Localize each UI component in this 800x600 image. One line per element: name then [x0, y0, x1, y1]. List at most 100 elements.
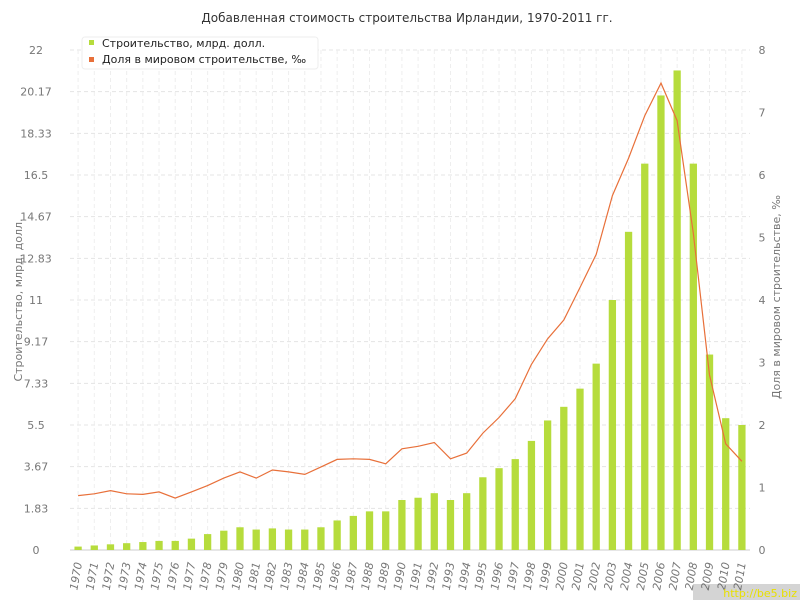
x-tick-label: 1996 [488, 561, 506, 591]
x-tick-label: 1980 [229, 561, 247, 591]
legend-swatch-world-share [89, 57, 94, 62]
x-tick-label: 1985 [310, 561, 328, 591]
bar-1971 [90, 545, 98, 550]
bar-2005 [641, 163, 649, 551]
x-tick-label: 2003 [602, 561, 620, 591]
bar-2009 [705, 354, 714, 550]
bar-1973 [123, 543, 131, 550]
left-tick-label: 22 [29, 44, 43, 57]
x-tick-label: 1978 [197, 561, 215, 591]
world-share-line [78, 81, 743, 499]
x-axis-ticks: 1970197119721973197419751976197719781979… [67, 561, 748, 591]
bar-1985 [317, 527, 325, 550]
right-axis-ticks: 0 1 2 3 4 5 6 7 8 [759, 44, 766, 557]
x-tick-label: 1979 [213, 561, 231, 591]
left-tick-label: 7.33 [24, 377, 49, 390]
x-tick-label: 1995 [472, 561, 490, 591]
x-tick-label: 1991 [407, 561, 425, 591]
x-tick-label: 1998 [521, 561, 539, 591]
bar-1970 [74, 546, 82, 550]
bar-1998 [527, 440, 536, 550]
left-tick-label: 16.5 [24, 169, 49, 182]
x-tick-label: 1972 [100, 561, 118, 591]
bar-1989 [382, 511, 390, 550]
left-tick-label: 5.5 [27, 419, 45, 432]
x-tick-label: 1990 [391, 561, 409, 591]
x-tick-label: 2008 [683, 561, 701, 591]
bar-1979 [220, 530, 228, 550]
left-tick-label: 20.17 [20, 86, 52, 99]
left-axis-title: Строительство, млрд. долл. [12, 218, 25, 381]
bar-2003 [608, 300, 617, 550]
left-tick-label: 3.67 [24, 461, 49, 474]
right-tick-label: 0 [759, 544, 766, 557]
right-tick-label: 1 [759, 482, 766, 495]
x-tick-label: 1986 [326, 561, 344, 591]
bar-1991 [414, 497, 422, 550]
bar-1994 [463, 493, 471, 550]
x-tick-label: 2001 [569, 561, 587, 591]
left-tick-label: 9.17 [24, 336, 49, 349]
x-tick-label: 1997 [505, 561, 523, 591]
line-series [78, 81, 743, 499]
bar-1981 [252, 529, 260, 550]
bar-1986 [333, 520, 341, 550]
x-tick-label: 2005 [634, 561, 652, 591]
x-tick-label: 1975 [148, 561, 166, 591]
right-axis-title: Доля в мировом строительстве, ‰ [770, 195, 783, 399]
bar-1978 [203, 534, 212, 550]
x-tick-label: 1994 [456, 561, 474, 591]
x-tick-label: 1999 [537, 561, 555, 591]
bar-1993 [446, 500, 455, 550]
x-tick-label: 1971 [84, 561, 102, 591]
left-axis-ticks: 0 1.83 3.67 5.5 7.33 9.17 11 12.83 14.67 16.5 18.3… [20, 44, 52, 557]
bar-1975 [155, 540, 163, 550]
bar-series [74, 70, 746, 551]
chart-title: Добавленная стоимость строительства Ирла… [201, 11, 612, 25]
legend: Строительство, млрд. долл. Доля в мирово… [81, 36, 319, 70]
bar-1999 [543, 420, 552, 550]
right-tick-label: 3 [759, 357, 766, 370]
bar-2001 [576, 388, 584, 550]
x-tick-label: 1984 [294, 561, 312, 591]
bar-1997 [511, 459, 519, 550]
x-tick-label: 1973 [116, 561, 134, 591]
bar-1995 [479, 477, 487, 550]
right-tick-label: 5 [759, 232, 766, 245]
x-tick-label: 2011 [731, 561, 749, 591]
left-tick-label: 0 [33, 544, 40, 557]
right-tick-label: 6 [759, 169, 766, 182]
x-tick-label: 1989 [375, 561, 393, 591]
bar-2008 [689, 163, 697, 551]
x-tick-label: 1977 [181, 561, 199, 591]
left-tick-label: 1.83 [24, 502, 49, 515]
x-tick-label: 2006 [650, 561, 668, 591]
x-tick-label: 1970 [67, 561, 85, 591]
right-tick-label: 4 [759, 294, 766, 307]
x-tick-label: 2004 [618, 561, 636, 591]
bar-2006 [657, 95, 665, 551]
x-tick-label: 2009 [699, 561, 717, 591]
x-tick-label: 2002 [585, 561, 603, 591]
left-tick-label: 11 [29, 294, 43, 307]
bar-2010 [722, 418, 730, 550]
legend-label-construction: Строительство, млрд. долл. [102, 37, 265, 50]
x-tick-label: 2000 [553, 561, 571, 591]
x-tick-label: 1974 [132, 561, 150, 591]
bar-2002 [592, 363, 600, 550]
right-tick-label: 7 [759, 107, 766, 120]
x-tick-label: 2010 [715, 561, 733, 591]
watermark: http://be5.biz [723, 587, 797, 600]
bar-1987 [349, 515, 357, 550]
x-tick-label: 2007 [666, 561, 684, 591]
legend-label-world-share: Доля в мировом строительстве, ‰ [102, 53, 306, 66]
legend-swatch-construction [89, 40, 94, 45]
bar-1983 [284, 529, 293, 550]
bar-1990 [398, 500, 406, 550]
right-tick-label: 8 [759, 44, 766, 57]
bar-1980 [236, 527, 244, 550]
x-tick-label: 1983 [278, 561, 296, 591]
bar-1996 [495, 468, 503, 550]
x-tick-label: 1982 [262, 561, 280, 591]
